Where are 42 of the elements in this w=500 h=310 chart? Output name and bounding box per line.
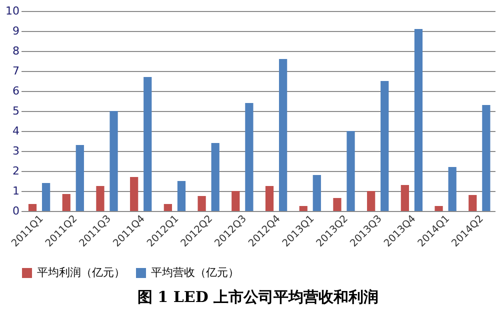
bar bbox=[299, 206, 308, 211]
bar bbox=[448, 167, 456, 211]
y-tick-label: 9 bbox=[12, 24, 20, 38]
bar bbox=[177, 181, 186, 211]
bar bbox=[312, 175, 321, 211]
y-tick-label: 10 bbox=[6, 4, 20, 18]
bar bbox=[434, 206, 443, 211]
bar bbox=[380, 81, 389, 211]
bar bbox=[245, 103, 254, 211]
bar bbox=[144, 77, 152, 211]
bar bbox=[28, 204, 37, 211]
bar bbox=[278, 59, 288, 211]
bar bbox=[110, 111, 118, 211]
y-tick-label: 3 bbox=[12, 144, 20, 158]
bar bbox=[164, 204, 172, 211]
bar bbox=[42, 183, 50, 211]
y-tick-label: 0 bbox=[12, 204, 20, 218]
bar bbox=[482, 105, 490, 211]
bar bbox=[346, 131, 355, 211]
bar bbox=[367, 191, 376, 211]
bar bbox=[62, 194, 70, 211]
bar bbox=[232, 191, 240, 211]
y-tick-label: 1 bbox=[12, 184, 20, 198]
y-tick-label: 2 bbox=[12, 164, 20, 178]
y-tick-label: 4 bbox=[12, 124, 20, 138]
y-tick-label: 5 bbox=[12, 104, 20, 118]
bar bbox=[265, 186, 274, 211]
legend-label: 平均利润（亿元） bbox=[37, 266, 125, 279]
bar bbox=[468, 195, 477, 211]
bar bbox=[414, 29, 423, 211]
text: 图 1 LED 上市公司平均营收和利润 bbox=[137, 288, 379, 306]
bar bbox=[76, 145, 84, 211]
bar bbox=[130, 177, 138, 211]
bar bbox=[211, 143, 220, 211]
bar bbox=[333, 198, 342, 211]
y-tick-label: 8 bbox=[12, 44, 20, 58]
bar bbox=[96, 186, 104, 211]
y-tick-label: 6 bbox=[12, 84, 20, 98]
bar bbox=[400, 185, 410, 211]
legend-label: 平均营收（亿元） bbox=[151, 266, 239, 279]
y-tick-label: 7 bbox=[12, 64, 20, 78]
bar bbox=[198, 196, 206, 211]
